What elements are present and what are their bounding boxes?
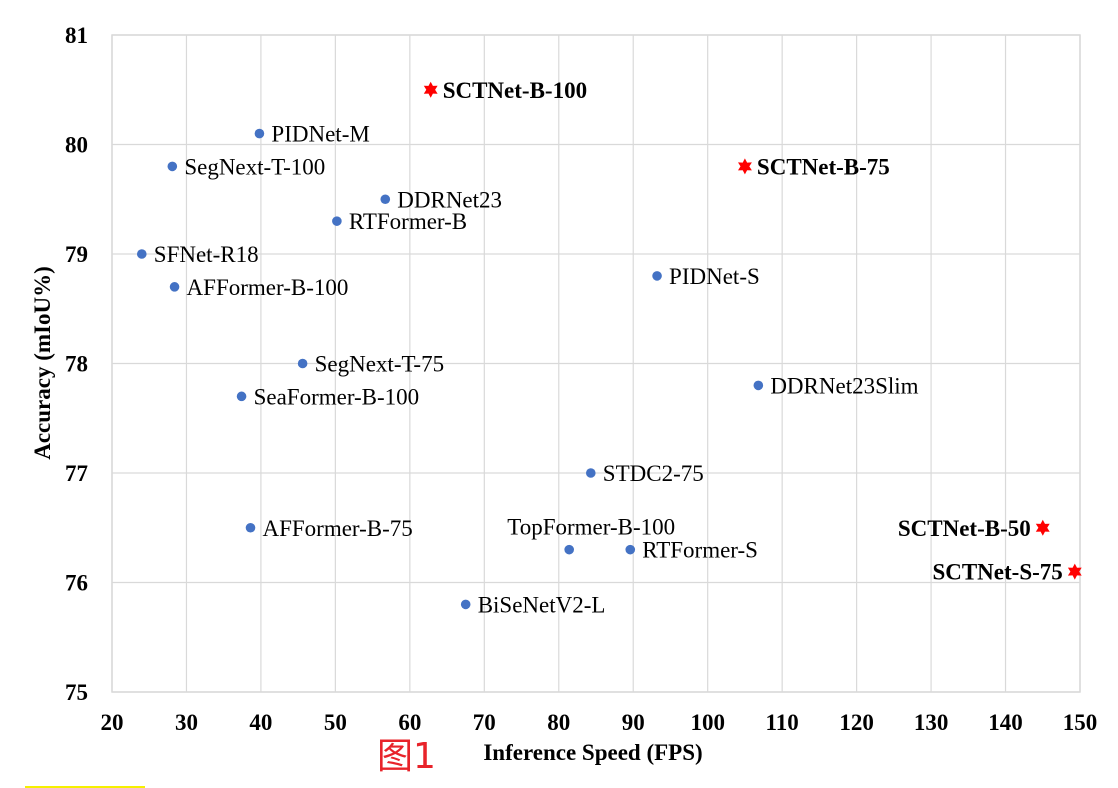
x-tick-label: 140 [988, 710, 1023, 735]
data-point [585, 468, 596, 478]
star-point [1035, 519, 1050, 536]
x-tick-label: 80 [547, 710, 570, 735]
star-point [738, 158, 752, 175]
point-label: SCTNet-B-75 [757, 154, 890, 179]
point-label: RTFormer-B [349, 209, 467, 234]
y-tick-label: 79 [65, 242, 88, 267]
point-label: SeaFormer-B-100 [254, 384, 420, 409]
y-tick-label: 75 [65, 680, 88, 705]
point-label: SFNet-R18 [154, 242, 259, 267]
y-tick-label: 77 [65, 461, 88, 486]
x-tick-label: 90 [622, 710, 645, 735]
point-label: SCTNet-B-100 [443, 78, 587, 103]
x-tick-label: 30 [175, 710, 198, 735]
point-label: TopFormer-B-100 [507, 515, 675, 540]
point-label: BiSeNetV2-L [478, 592, 606, 617]
point-label: STDC2-75 [603, 461, 704, 486]
star-point [423, 81, 438, 98]
x-tick-label: 100 [690, 710, 725, 735]
point-label: AFFormer-B-100 [187, 275, 349, 300]
data-point [136, 249, 147, 259]
data-point [297, 358, 308, 369]
data-point [245, 522, 256, 533]
data-point [169, 282, 180, 292]
x-tick-label: 70 [473, 710, 496, 735]
data-point [753, 380, 764, 391]
data-point [236, 391, 247, 402]
x-tick-label: 130 [914, 710, 949, 735]
point-label: SCTNet-B-50 [898, 516, 1031, 541]
point-label: PIDNet-M [271, 122, 369, 147]
y-tick-label: 76 [65, 571, 88, 596]
point-label: AFFormer-B-75 [262, 516, 412, 541]
y-axis-title: Accuracy (mIoU%) [30, 266, 55, 460]
x-tick-label: 120 [839, 710, 874, 735]
point-label: DDRNet23Slim [770, 373, 918, 398]
data-point [460, 599, 471, 610]
highlight-line [25, 786, 145, 788]
x-tick-label: 50 [324, 710, 347, 735]
x-tick-label: 20 [101, 710, 124, 735]
data-point [652, 271, 662, 281]
y-tick-label: 80 [65, 133, 88, 158]
data-point [380, 194, 391, 205]
y-tick-label: 78 [65, 352, 88, 377]
x-axis-title: Inference Speed (FPS) [483, 740, 702, 765]
point-label: SegNext-T-100 [184, 154, 325, 179]
point-label: RTFormer-S [642, 538, 758, 563]
data-point [625, 544, 636, 555]
point-label: SegNext-T-75 [315, 352, 444, 377]
x-tick-label: 60 [398, 710, 421, 735]
data-point [167, 161, 178, 172]
data-point [254, 128, 265, 139]
figure-label: 图1 [377, 736, 436, 777]
point-label: PIDNet-S [669, 264, 760, 289]
point-label: DDRNet23 [397, 187, 502, 212]
x-tick-label: 40 [249, 710, 272, 735]
star-point [1067, 563, 1082, 580]
x-tick-label: 150 [1063, 710, 1098, 735]
y-tick-label: 81 [65, 23, 88, 48]
data-point [332, 216, 342, 226]
x-tick-label: 110 [766, 710, 799, 735]
data-point [564, 544, 574, 555]
point-label: SCTNet-S-75 [932, 560, 1062, 585]
